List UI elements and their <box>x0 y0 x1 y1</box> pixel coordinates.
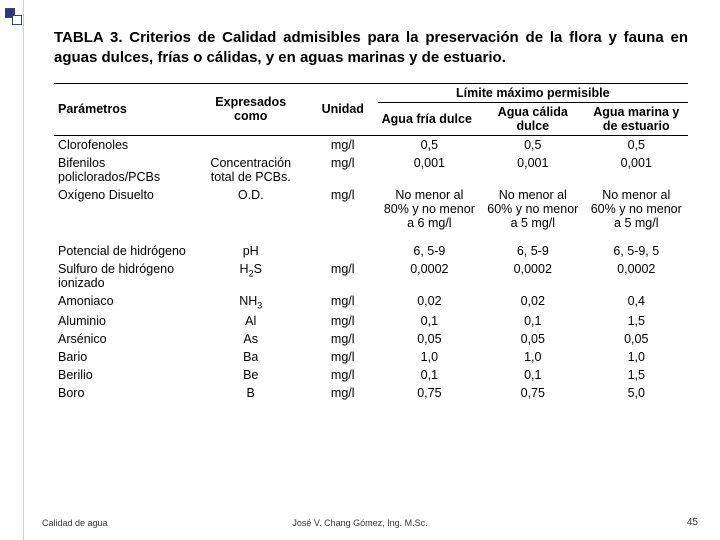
cell-v3: 0,0002 <box>585 260 688 292</box>
cell-v2: 0,75 <box>481 384 584 402</box>
cell-expr <box>194 135 308 154</box>
cell-param: Boro <box>54 384 194 402</box>
cell-param: Arsénico <box>54 330 194 348</box>
cell-v2: 0,001 <box>481 154 584 186</box>
cell-param: Potencial de hidrógeno <box>54 242 194 260</box>
cell-v1: 0,1 <box>378 366 481 384</box>
cell-expr: NH3 <box>194 292 308 313</box>
header-lim3: Agua marina y de estuario <box>585 102 688 135</box>
cell-param: Oxígeno Disuelto <box>54 186 194 232</box>
cell-param: Bario <box>54 348 194 366</box>
cell-unit: mg/l <box>308 135 378 154</box>
cell-v2: 0,1 <box>481 366 584 384</box>
cell-expr: Ba <box>194 348 308 366</box>
table-row: ArsénicoAsmg/l0,050,050,05 <box>54 330 688 348</box>
cell-v2: 6, 5-9 <box>481 242 584 260</box>
cell-v3: 0,5 <box>585 135 688 154</box>
cell-expr: O.D. <box>194 186 308 232</box>
cell-expr: H2S <box>194 260 308 292</box>
footer-left: Calidad de agua <box>42 518 108 528</box>
cell-v2: 0,1 <box>481 312 584 330</box>
cell-unit: mg/l <box>308 154 378 186</box>
header-expresados: Expresados como <box>194 83 308 135</box>
cell-expr: As <box>194 330 308 348</box>
cell-unit: mg/l <box>308 312 378 330</box>
cell-unit: mg/l <box>308 260 378 292</box>
cell-param: Clorofenoles <box>54 135 194 154</box>
cell-v2: 0,0002 <box>481 260 584 292</box>
table-row: BarioBamg/l1,01,01,0 <box>54 348 688 366</box>
header-parametros: Parámetros <box>54 83 194 135</box>
cell-unit: mg/l <box>308 186 378 232</box>
cell-expr: Be <box>194 366 308 384</box>
cell-param: Aluminio <box>54 312 194 330</box>
footer-center: José V. Chang Gómez, Ing. M.Sc. <box>292 518 427 528</box>
cell-expr: Al <box>194 312 308 330</box>
header-lim1: Agua fría dulce <box>378 102 481 135</box>
cell-v2: 1,0 <box>481 348 584 366</box>
table-row: Clorofenolesmg/l0,50,50,5 <box>54 135 688 154</box>
cell-param: Sulfuro de hidrógeno ionizado <box>54 260 194 292</box>
criteria-table: Parámetros Expresados como Unidad Límite… <box>54 83 688 403</box>
cell-v1: 6, 5-9 <box>378 242 481 260</box>
cell-expr: B <box>194 384 308 402</box>
cell-v2: No menor al 60% y no menor a 5 mg/l <box>481 186 584 232</box>
cell-unit: mg/l <box>308 348 378 366</box>
cell-unit <box>308 242 378 260</box>
cell-v1: No menor al 80% y no menor a 6 mg/l <box>378 186 481 232</box>
cell-v3: 1,5 <box>585 312 688 330</box>
cell-v2: 0,5 <box>481 135 584 154</box>
cell-v1: 1,0 <box>378 348 481 366</box>
table-row: Sulfuro de hidrógeno ionizadoH2Smg/l0,00… <box>54 260 688 292</box>
header-unidad: Unidad <box>308 83 378 135</box>
table-title: TABLA 3. Criterios de Calidad admisibles… <box>54 28 688 69</box>
cell-v3: 1,0 <box>585 348 688 366</box>
cell-v1: 0,001 <box>378 154 481 186</box>
cell-v1: 0,0002 <box>378 260 481 292</box>
cell-v1: 0,75 <box>378 384 481 402</box>
table-row: AmoniacoNH3mg/l0,020,020,4 <box>54 292 688 313</box>
cell-v3: 1,5 <box>585 366 688 384</box>
table-row: BoroBmg/l0,750,755,0 <box>54 384 688 402</box>
cell-v3: 5,0 <box>585 384 688 402</box>
header-limite: Límite máximo permisible <box>378 83 688 102</box>
cell-param: Amoniaco <box>54 292 194 313</box>
deco-square-icon <box>12 15 22 25</box>
cell-unit: mg/l <box>308 384 378 402</box>
table-row: Oxígeno DisueltoO.D.mg/lNo menor al 80% … <box>54 186 688 232</box>
header-lim2: Agua cálida dulce <box>481 102 584 135</box>
cell-v3: 0,05 <box>585 330 688 348</box>
cell-v3: 6, 5-9, 5 <box>585 242 688 260</box>
cell-param: Bifenilos policlorados/PCBs <box>54 154 194 186</box>
table-row: Potencial de hidrógenopH6, 5-96, 5-96, 5… <box>54 242 688 260</box>
cell-expr: Concentración total de PCBs. <box>194 154 308 186</box>
cell-unit: mg/l <box>308 292 378 313</box>
cell-unit: mg/l <box>308 366 378 384</box>
cell-unit: mg/l <box>308 330 378 348</box>
cell-param: Berilio <box>54 366 194 384</box>
cell-v1: 0,1 <box>378 312 481 330</box>
cell-v1: 0,02 <box>378 292 481 313</box>
cell-v1: 0,05 <box>378 330 481 348</box>
cell-v3: 0,001 <box>585 154 688 186</box>
cell-v3: No menor al 60% y no menor a 5 mg/l <box>585 186 688 232</box>
table-row: Bifenilos policlorados/PCBsConcentración… <box>54 154 688 186</box>
table-row: AluminioAlmg/l0,10,11,5 <box>54 312 688 330</box>
side-decoration <box>0 0 24 540</box>
cell-v2: 0,05 <box>481 330 584 348</box>
footer-page-number: 45 <box>687 517 698 528</box>
cell-v1: 0,5 <box>378 135 481 154</box>
cell-expr: pH <box>194 242 308 260</box>
cell-v3: 0,4 <box>585 292 688 313</box>
table-row: BerilioBemg/l0,10,11,5 <box>54 366 688 384</box>
cell-v2: 0,02 <box>481 292 584 313</box>
